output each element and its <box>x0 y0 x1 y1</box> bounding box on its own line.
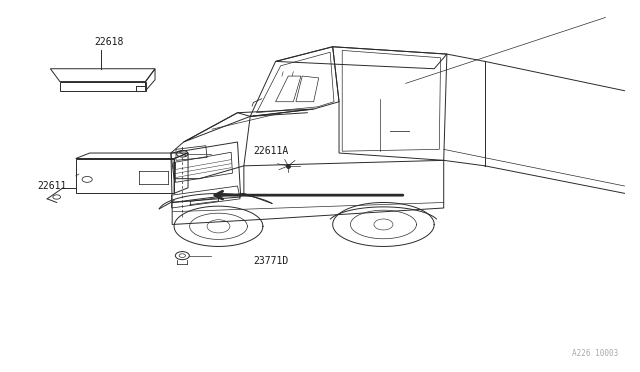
Text: A226 10003: A226 10003 <box>572 349 618 358</box>
Text: 22618: 22618 <box>95 37 124 47</box>
Text: 22611A: 22611A <box>253 146 289 156</box>
Text: 22611: 22611 <box>38 181 67 191</box>
Text: 23771D: 23771D <box>253 256 289 266</box>
